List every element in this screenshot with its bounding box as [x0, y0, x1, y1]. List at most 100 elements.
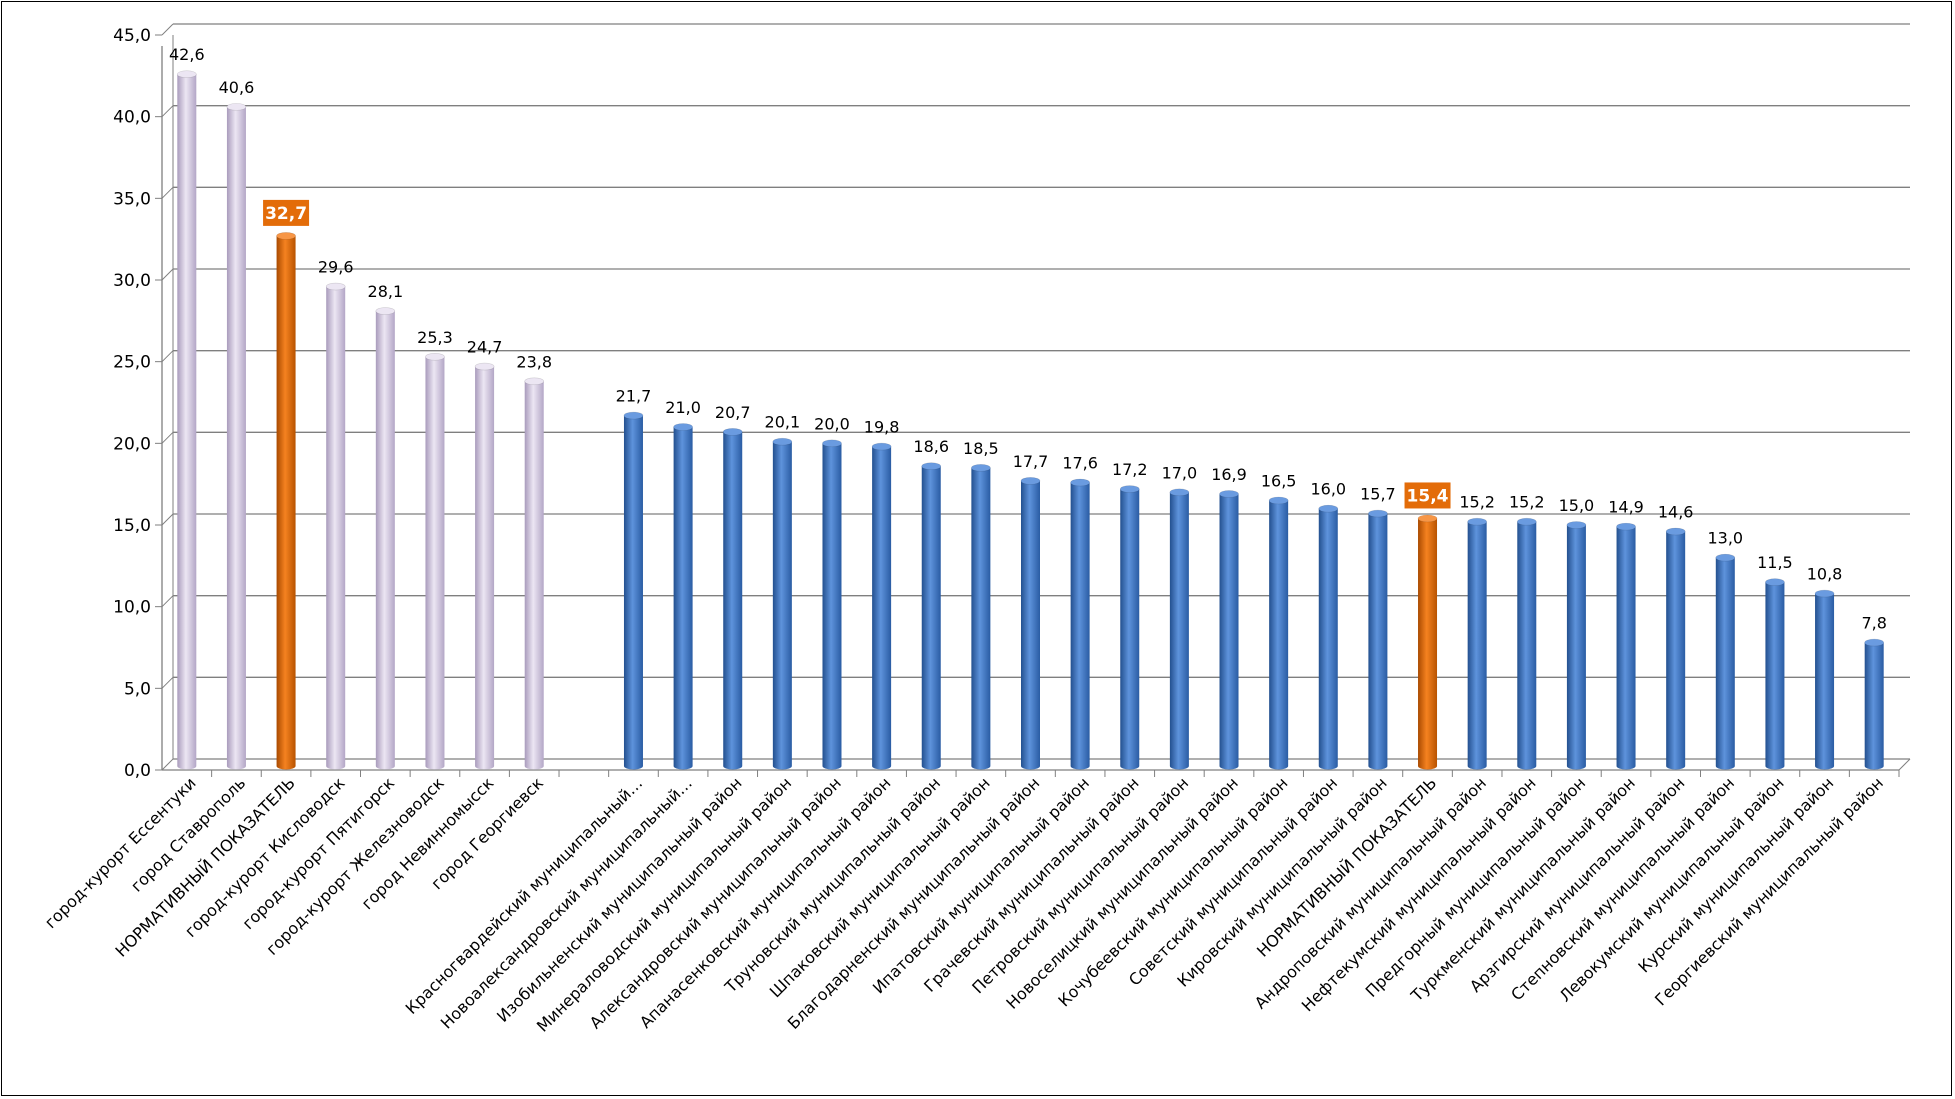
- y-tick-label: 25,0: [113, 353, 151, 373]
- bar: [1021, 480, 1040, 770]
- gridline-depth: [161, 431, 174, 444]
- bar: [723, 431, 743, 770]
- data-label: 15,4: [1407, 486, 1449, 506]
- bar: [1418, 518, 1438, 770]
- gridline-depth: [161, 676, 174, 689]
- data-label: 21,7: [616, 387, 652, 406]
- gridline-depth: [161, 105, 174, 118]
- data-label: 15,2: [1509, 493, 1545, 512]
- bar: [1269, 500, 1289, 770]
- bar: [1517, 521, 1537, 770]
- x-tick-label: Георгиевский муниципальный район: [1651, 773, 1887, 1009]
- data-label: 19,8: [864, 418, 900, 437]
- bar: [623, 415, 643, 770]
- data-label: 17,2: [1112, 460, 1148, 479]
- bar-top: [1715, 553, 1736, 562]
- bar-top: [1119, 485, 1140, 493]
- bar-top: [971, 464, 991, 472]
- bar-top: [1219, 490, 1239, 498]
- bar-top: [524, 377, 545, 386]
- bar-top: [623, 411, 644, 420]
- bar-top: [822, 439, 842, 448]
- data-labels: 42,6 40,6 32,7 29,6 28,1 25,3 24,7 23,8 21,7 21,0…: [169, 45, 1887, 632]
- y-tick-label: 35,0: [113, 189, 151, 209]
- y-tick-label: 15,0: [113, 516, 151, 536]
- bar-top: [1765, 578, 1785, 586]
- bar-top: [325, 282, 346, 291]
- data-label: 32,7: [265, 204, 307, 224]
- bar: [772, 441, 792, 770]
- bar: [1070, 482, 1090, 770]
- axes: 0,0 5,0 10,0 15,0 20,0 25,0 30,0 35,0 40,0 45,0: [113, 26, 1911, 781]
- data-label: 20,1: [765, 413, 801, 432]
- bar: [971, 467, 991, 770]
- bar: [226, 106, 246, 770]
- bar: [1566, 525, 1586, 770]
- bar: [1120, 489, 1140, 770]
- data-label: 25,3: [417, 328, 453, 347]
- bar: [1765, 582, 1785, 770]
- data-label: 28,1: [368, 282, 404, 301]
- bar-top: [1318, 504, 1339, 513]
- bar-top: [1665, 527, 1686, 536]
- bar-top: [474, 362, 495, 371]
- data-label: 18,6: [913, 437, 949, 456]
- gridline-depth: [161, 513, 174, 526]
- bar: [1666, 531, 1686, 770]
- data-label: 29,6: [318, 258, 354, 277]
- bar: [425, 356, 445, 770]
- data-label: 17,6: [1062, 454, 1098, 473]
- data-label: 15,0: [1559, 496, 1595, 515]
- bar: [1169, 492, 1189, 770]
- bar: [1715, 557, 1735, 770]
- data-label: 7,8: [1861, 614, 1886, 633]
- gridline-depth: [161, 23, 174, 36]
- bar-top: [1864, 638, 1884, 647]
- bar: [921, 466, 941, 770]
- gridline-depth: [161, 186, 174, 199]
- data-label: 40,6: [219, 78, 255, 97]
- bar-top: [1169, 488, 1190, 497]
- gridline-depth: [161, 758, 174, 771]
- gridlines: [161, 23, 1910, 771]
- x-tick-label: НОРМАТИВНЫЙ ПОКАЗАТЕЛЬ: [1253, 773, 1440, 960]
- bar: [1815, 593, 1835, 770]
- bar-top: [177, 70, 197, 78]
- data-label: 10,8: [1807, 565, 1843, 584]
- data-label: 14,9: [1608, 498, 1644, 517]
- bar: [475, 366, 495, 770]
- bar-top: [1516, 517, 1537, 526]
- bar-top: [673, 423, 693, 431]
- data-label: 15,2: [1459, 493, 1495, 512]
- data-label: 17,7: [1013, 452, 1049, 471]
- bar: [375, 311, 395, 770]
- bar-top: [722, 428, 743, 436]
- bar-top: [1467, 517, 1487, 526]
- bar-top: [1368, 509, 1388, 518]
- y-tick-label: 20,0: [113, 434, 151, 454]
- data-label: 15,7: [1360, 485, 1396, 504]
- bar: [524, 381, 544, 770]
- bars: [177, 70, 1884, 770]
- data-label: 13,0: [1707, 529, 1743, 548]
- bar-top: [226, 103, 247, 111]
- bar-top: [921, 462, 942, 471]
- data-label: 20,7: [715, 403, 751, 422]
- bar: [276, 235, 296, 770]
- data-label: 16,9: [1211, 465, 1247, 484]
- bar: [1368, 513, 1388, 770]
- data-label: 16,5: [1261, 472, 1297, 491]
- bar-top: [1814, 589, 1835, 598]
- bar-top: [1566, 521, 1587, 529]
- data-label: 11,5: [1757, 553, 1793, 572]
- data-label: 42,6: [169, 45, 205, 64]
- gridline-depth: [161, 268, 174, 281]
- bar-top: [375, 307, 396, 315]
- y-tick-label: 30,0: [113, 271, 151, 291]
- x-tick-label: Кочубеевский муниципальный район: [1054, 773, 1291, 1010]
- bar: [1864, 642, 1884, 770]
- bar-top: [1616, 522, 1636, 531]
